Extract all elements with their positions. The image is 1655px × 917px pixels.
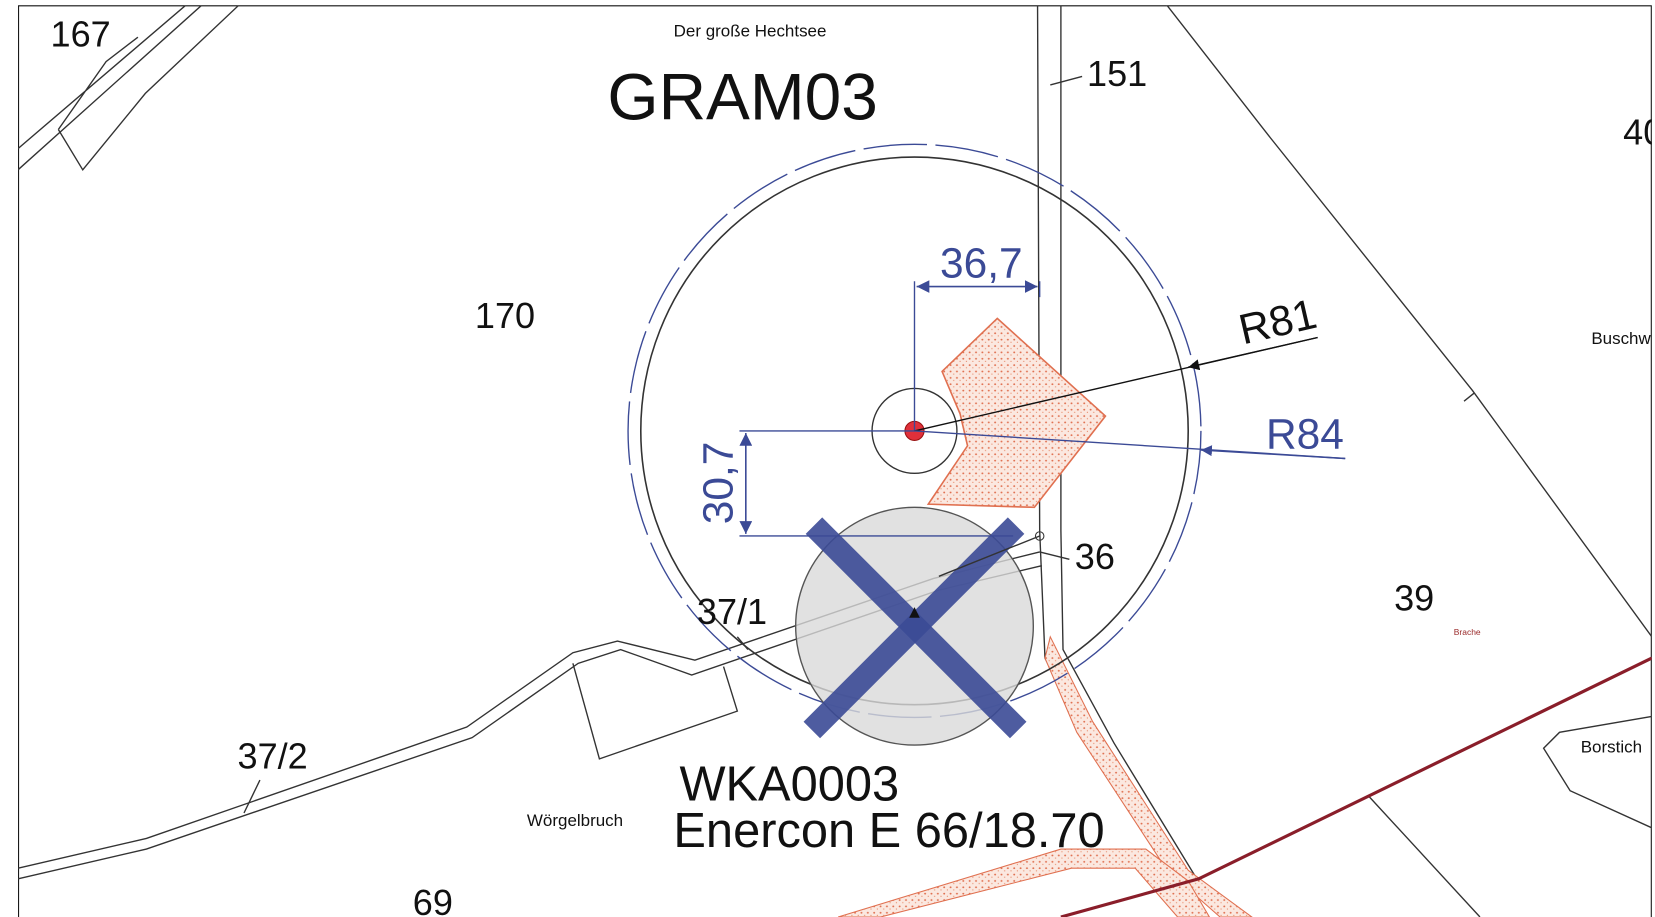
- place-name: Brache: [1454, 627, 1481, 637]
- turbine-model: Enercon E 66/18.70: [673, 804, 1104, 858]
- site-id: GRAM03: [607, 59, 877, 133]
- parcel-number: 69: [413, 882, 453, 917]
- parcel-number: 170: [475, 295, 535, 336]
- access-road: [838, 849, 1209, 917]
- parcel-number: 39: [1394, 577, 1434, 618]
- parcel-number: 40: [1623, 111, 1655, 152]
- site-plan: Der große Hechtsee GRAM03 WKA0003 Enerco…: [0, 0, 1655, 917]
- parcel-number: 167: [51, 14, 111, 55]
- hatched-area: [928, 318, 1105, 507]
- dimension-label: 36,7: [940, 240, 1023, 287]
- lake-label: Der große Hechtsee: [674, 21, 827, 40]
- parcel-number: 37/2: [238, 735, 308, 776]
- radius-label: R81: [1234, 290, 1320, 353]
- parcel-boundary: [244, 637, 748, 813]
- map-body: Der große Hechtsee GRAM03 WKA0003 Enerco…: [18, 5, 1655, 917]
- place-name: Wörgelbruch: [527, 811, 623, 830]
- place-name: Buschw: [1591, 329, 1651, 348]
- place-name: Borstich: [1581, 738, 1642, 757]
- parcel-number: 151: [1087, 53, 1147, 94]
- parcel-number: 36: [1075, 536, 1115, 577]
- dimension-label: 30,7: [695, 442, 742, 525]
- radius-label: R84: [1266, 410, 1344, 457]
- parcel-number: 37/1: [697, 591, 767, 632]
